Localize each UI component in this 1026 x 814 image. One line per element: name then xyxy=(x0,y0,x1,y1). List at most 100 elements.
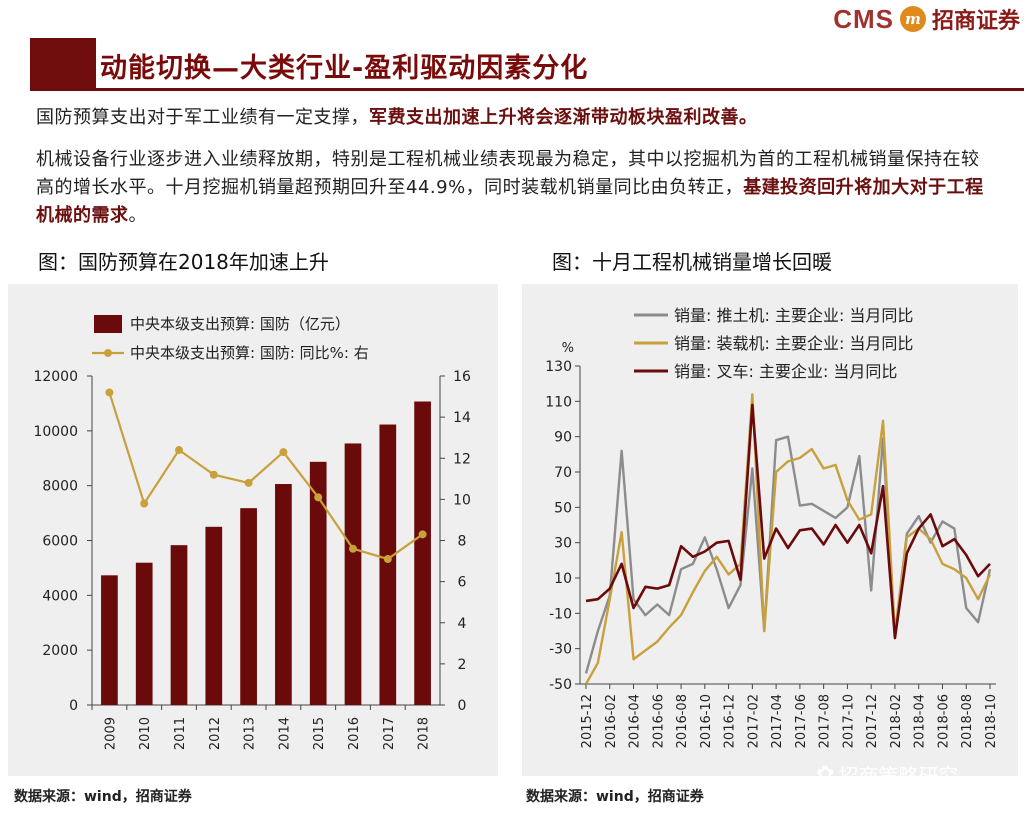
yoy-growth-point xyxy=(349,544,357,553)
loader-yoy-line xyxy=(584,393,992,685)
right-axis-tick-label: 2 xyxy=(458,657,467,673)
right-axis-tick-label: 6 xyxy=(458,575,467,591)
budget-bar xyxy=(344,443,362,705)
defense-budget-chart-panel: 0 2000 4000 6000 8000 10000 12000 0 2 4 6 8 10 12 14 16… xyxy=(8,284,498,776)
yoy-growth-point xyxy=(209,470,218,479)
budget-bar xyxy=(205,526,223,705)
budget-bar xyxy=(275,484,292,705)
title-underline xyxy=(30,88,1024,91)
paragraph-defense-text: 国防预算支出对于军工业绩有一定支撑， xyxy=(36,107,369,128)
y-axis-tick-label: 90 xyxy=(554,430,572,446)
budget-bar xyxy=(414,401,431,705)
budget-bar xyxy=(170,545,188,705)
legend-forklift-label: 销量: 叉车: 主要企业: 当月同比 xyxy=(674,362,897,381)
right-axis-tick-label: 10 xyxy=(453,492,471,508)
right-axis-tick-label: 12 xyxy=(453,451,471,467)
y-axis-tick-label: 50 xyxy=(554,500,572,516)
paragraph-machinery: 机械设备行业逐步进入业绩释放期，特别是工程机械业绩表现最为稳定，其中以挖掘机为首… xyxy=(36,146,996,230)
left-axis-tick-label: 2000 xyxy=(42,643,78,659)
budget-bar xyxy=(101,575,118,705)
x-axis-tick-label: 2016-08 xyxy=(675,694,690,748)
wechat-icon: ✿ xyxy=(816,762,835,787)
x-axis-tick-label: 2014 xyxy=(277,717,292,750)
paragraph-defense-highlight: 军费支出加速上升将会逐渐带动板块盈利改善。 xyxy=(369,107,758,128)
x-axis-tick-label: 2017-08 xyxy=(818,694,833,748)
yoy-growth-point xyxy=(175,446,183,455)
x-axis-tick-label: 2017-04 xyxy=(770,694,785,748)
right-axis-tick-label: 8 xyxy=(458,534,467,550)
yoy-growth-line xyxy=(108,392,424,561)
x-axis-tick-label: 2018-02 xyxy=(889,694,904,748)
x-axis-tick-label: 2015 xyxy=(312,717,327,750)
right-axis-tick-label: 16 xyxy=(453,369,471,385)
left-axis-tick-label: 4000 xyxy=(42,588,78,604)
figure-2-title: 图：十月工程机械销量增长回暖 xyxy=(552,250,832,274)
machinery-sales-chart-panel: % -50 -30 -10 10 30 50 70 90 110 130 2015-12 2016-02… xyxy=(522,284,1018,776)
yoy-growth-point xyxy=(140,499,149,508)
yoy-growth-point xyxy=(279,448,288,457)
right-axis-tick-label: 14 xyxy=(453,410,471,426)
y-axis-tick-label: -30 xyxy=(549,642,572,658)
x-axis-tick-label: 2016-04 xyxy=(628,694,643,748)
x-axis-tick-label: 2016-10 xyxy=(699,694,714,748)
paragraph-machinery-end: 。 xyxy=(128,205,147,226)
x-axis-tick-label: 2016-12 xyxy=(723,694,738,748)
yoy-growth-point xyxy=(244,478,253,487)
budget-bar xyxy=(240,508,257,705)
bulldozer-yoy-line xyxy=(584,435,992,674)
page-title: 动能切换—大类行业-盈利驱动因素分化 xyxy=(100,53,589,84)
x-axis-tick-label: 2018-10 xyxy=(984,694,999,748)
budget-bar xyxy=(379,424,397,705)
left-axis-tick-label: 12000 xyxy=(33,369,78,385)
yoy-growth-point xyxy=(418,530,427,539)
logo-text: CMS xyxy=(833,3,894,34)
machinery-sales-chart: % -50 -30 -10 10 30 50 70 90 110 130 2015-12 2016-02… xyxy=(545,306,999,748)
y-axis-unit-label: % xyxy=(562,341,574,356)
legend-loader-label: 销量: 装载机: 主要企业: 当月同比 xyxy=(674,334,913,353)
watermark-text: 招商策略研究 xyxy=(838,764,959,788)
x-axis-tick-label: 2016 xyxy=(347,717,362,750)
logo-chinese-name: 招商证券 xyxy=(931,8,1020,34)
figure-1-title: 图：国防预算在2018年加速上升 xyxy=(38,250,329,274)
x-axis-tick-label: 2017 xyxy=(382,717,397,750)
x-axis-tick-label: 2013 xyxy=(243,717,258,750)
legend-line-marker xyxy=(104,349,112,357)
yoy-growth-point xyxy=(383,555,392,564)
x-axis-tick-label: 2010 xyxy=(138,717,153,750)
right-axis-tick-label: 0 xyxy=(458,698,467,714)
x-axis-tick-label: 2016-06 xyxy=(651,694,666,748)
y-axis-tick-label: 110 xyxy=(545,394,572,410)
x-axis-tick-label: 2018 xyxy=(417,717,432,750)
y-axis-tick-label: -10 xyxy=(549,606,572,622)
left-axis-tick-label: 0 xyxy=(69,698,78,714)
x-axis-tick-label: 2011 xyxy=(173,717,188,750)
x-axis-tick-label: 2017-02 xyxy=(746,694,761,748)
logo-mark-icon: m xyxy=(899,6,926,32)
defense-budget-chart: 0 2000 4000 6000 8000 10000 12000 0 2 4 6 8 10 12 14 16… xyxy=(33,315,471,750)
y-axis-tick-label: 10 xyxy=(554,571,572,587)
left-axis-tick-label: 10000 xyxy=(33,424,78,440)
brand-logo: CMS m 招商证券 xyxy=(833,2,1020,36)
left-axis-tick-label: 8000 xyxy=(42,479,78,495)
source-note-left: 数据来源：wind，招商证券 xyxy=(14,789,192,805)
budget-bar xyxy=(135,562,153,705)
left-axis-tick-label: 6000 xyxy=(42,534,78,550)
x-axis-tick-label: 2015-12 xyxy=(580,694,595,748)
x-axis-tick-label: 2016-02 xyxy=(604,694,619,748)
y-axis-tick-label: 30 xyxy=(554,536,572,552)
x-axis-tick-label: 2018-06 xyxy=(936,694,951,748)
x-axis-tick-label: 2018-08 xyxy=(960,694,975,748)
legend-bar-swatch xyxy=(94,315,122,333)
paragraph-machinery-highlight: 基建投资回升将加大对于工程机械的需求 xyxy=(36,177,984,226)
paragraph-machinery-text: 机械设备行业逐步进入业绩释放期，特别是工程机械业绩表现最为稳定，其中以挖掘机为首… xyxy=(36,149,980,198)
paragraph-defense: 国防预算支出对于军工业绩有一定支撑，军费支出加速上升将会逐渐带动板块盈利改善。 xyxy=(36,104,996,132)
yoy-growth-point xyxy=(314,493,323,502)
x-axis-tick-label: 2017-06 xyxy=(794,694,809,748)
right-axis-tick-label: 4 xyxy=(458,616,467,632)
legend-bulldozer-label: 销量: 推土机: 主要企业: 当月同比 xyxy=(674,306,913,325)
y-axis-tick-label: 130 xyxy=(545,359,572,375)
x-axis-tick-label: 2009 xyxy=(103,717,118,750)
wechat-watermark: ✿ 招商策略研究 xyxy=(816,760,958,789)
y-axis-tick-label: -50 xyxy=(549,677,572,693)
yoy-growth-point xyxy=(105,388,114,397)
